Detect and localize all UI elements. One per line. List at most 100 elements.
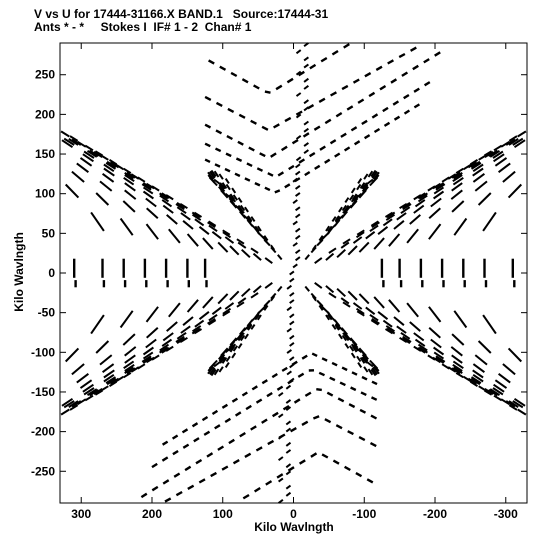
uv-point (182, 220, 194, 230)
uv-point (166, 321, 178, 332)
uv-point (340, 241, 350, 249)
uv-point (508, 404, 518, 411)
uv-point (166, 214, 178, 225)
uv-point (90, 314, 105, 335)
uv-point (344, 465, 351, 472)
uv-point (176, 331, 187, 340)
uv-point (298, 459, 306, 465)
uv-point (312, 415, 320, 420)
uv-point (162, 204, 174, 214)
uv-point (382, 106, 389, 113)
uv-point (497, 162, 511, 173)
uv-point (161, 347, 170, 354)
uv-point (474, 354, 488, 366)
uv-point (82, 383, 94, 393)
uv-point (287, 466, 295, 472)
uv-point (512, 137, 524, 146)
uv-point (372, 171, 380, 180)
uv-point (244, 177, 251, 182)
uv-point (295, 170, 301, 176)
uv-point (452, 174, 463, 183)
uv-point (61, 139, 74, 149)
uv-point (413, 103, 421, 109)
uv-point (159, 194, 170, 203)
uv-point (512, 400, 524, 409)
uv-point (207, 221, 216, 229)
uv-point (276, 385, 284, 391)
uv-point (213, 170, 220, 178)
uv-point (370, 319, 379, 326)
uv-point (303, 106, 309, 112)
uv-point (285, 463, 292, 469)
uv-point (161, 338, 173, 347)
uv-point (369, 442, 377, 448)
uv-point (208, 176, 218, 187)
uv-point (242, 493, 250, 500)
uv-point (203, 430, 211, 436)
uv-point (455, 372, 464, 379)
uv-point (145, 223, 159, 240)
uv-point (452, 363, 463, 372)
uv-point (314, 164, 321, 170)
uv-point (222, 231, 232, 239)
uv-point (488, 149, 498, 157)
uv-point (263, 235, 269, 242)
uv-point (213, 357, 226, 368)
uv-point (318, 97, 326, 103)
uv-point (373, 237, 385, 250)
uv-point (76, 162, 90, 173)
uv-point (274, 189, 281, 194)
uv-point (145, 338, 157, 349)
uv-point (342, 238, 351, 245)
uv-point (513, 397, 526, 407)
uv-point (151, 485, 159, 492)
uv-point (162, 479, 170, 485)
uv-point (452, 176, 464, 186)
uv-point (130, 366, 140, 373)
uv-point (271, 372, 278, 379)
uv-point (377, 311, 389, 320)
uv-point (141, 183, 152, 191)
uv-point (363, 173, 369, 180)
uv-point (351, 345, 358, 353)
uv-point (382, 218, 393, 227)
uv-point (159, 343, 170, 352)
uv-point (176, 206, 187, 215)
uv-point (413, 332, 425, 342)
uv-point (316, 388, 322, 392)
uv-point (140, 492, 148, 499)
uv-point (198, 311, 210, 320)
uv-point (361, 353, 369, 362)
uv-point (358, 189, 367, 199)
uv-point (370, 414, 378, 420)
uv-point (123, 360, 135, 370)
uv-point (204, 95, 212, 101)
uv-point (103, 163, 115, 173)
uv-point (493, 144, 503, 152)
uv-point (482, 211, 497, 232)
uv-point (369, 224, 379, 233)
uv-point (213, 368, 220, 376)
uv-point (108, 159, 118, 166)
uv-point (393, 220, 405, 230)
uv-point (286, 306, 292, 312)
uv-point (472, 369, 484, 379)
uv-point (119, 217, 134, 236)
uv-point (371, 113, 379, 119)
uv-point (250, 292, 259, 299)
uv-point (89, 149, 99, 157)
uv-point (451, 367, 461, 375)
uv-point (331, 361, 338, 367)
uv-point (414, 199, 426, 208)
uv-point (145, 306, 159, 323)
uv-point (208, 319, 217, 326)
x-axis-label: Kilo Wavlngth (254, 520, 334, 534)
uv-point (393, 316, 405, 326)
uv-point (508, 138, 519, 146)
uv-point (191, 325, 202, 333)
uv-point (453, 366, 463, 374)
uv-point (348, 403, 356, 409)
uv-point (247, 215, 253, 222)
uv-point (182, 316, 194, 326)
